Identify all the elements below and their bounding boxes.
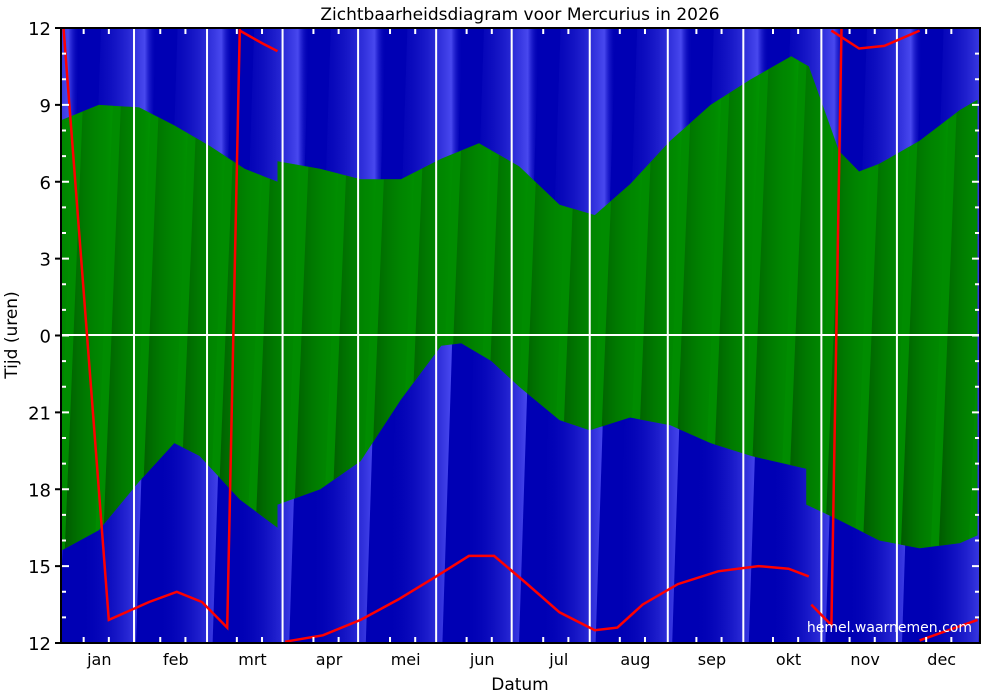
red-curve bbox=[284, 554, 810, 643]
y-tick-label: 12 bbox=[28, 19, 51, 40]
red-curve bbox=[62, 28, 242, 631]
y-tick-label: 18 bbox=[28, 480, 51, 501]
red-curve bbox=[239, 29, 279, 53]
x-tick-label: aug bbox=[620, 650, 650, 669]
red-curve bbox=[810, 28, 843, 629]
y-tick-label: 15 bbox=[28, 557, 51, 578]
red-curve bbox=[830, 29, 921, 50]
y-tick-label: 21 bbox=[28, 403, 51, 424]
x-axis-label: Datum bbox=[491, 675, 549, 695]
plot-frame bbox=[60, 27, 981, 644]
x-tick-label: jun bbox=[469, 650, 495, 669]
y-axis-label: Tijd (uren) bbox=[2, 291, 22, 379]
y-tick-label: 0 bbox=[40, 327, 51, 348]
x-tick-label: sep bbox=[698, 650, 726, 669]
y-tick-label: 9 bbox=[40, 96, 51, 117]
y-tick-label: 6 bbox=[40, 173, 51, 194]
x-tick-label: dec bbox=[927, 650, 956, 669]
x-tick-label: okt bbox=[776, 650, 801, 669]
x-tick-label: mei bbox=[391, 650, 421, 669]
x-tick-label: jul bbox=[548, 650, 568, 669]
red-curve bbox=[919, 618, 978, 642]
x-tick-labels: jan feb mrt apr mei jun jul aug sep okt nov dec bbox=[86, 650, 956, 669]
x-tick-label: mrt bbox=[238, 650, 266, 669]
x-tick-label: feb bbox=[163, 650, 189, 669]
red-curves bbox=[62, 28, 978, 643]
y-tick-label: 12 bbox=[28, 634, 51, 655]
x-tick-label: apr bbox=[316, 650, 343, 669]
x-tick-label: jan bbox=[86, 650, 111, 669]
x-tick-label: nov bbox=[850, 650, 879, 669]
chart-title: Zichtbaarheidsdiagram voor Mercurius in … bbox=[320, 5, 719, 25]
watermark: hemel.waarnemen.com bbox=[807, 620, 972, 636]
y-tick-labels: 12 9 6 3 0 21 18 15 12 bbox=[28, 19, 51, 655]
y-tick-label: 3 bbox=[40, 250, 51, 271]
